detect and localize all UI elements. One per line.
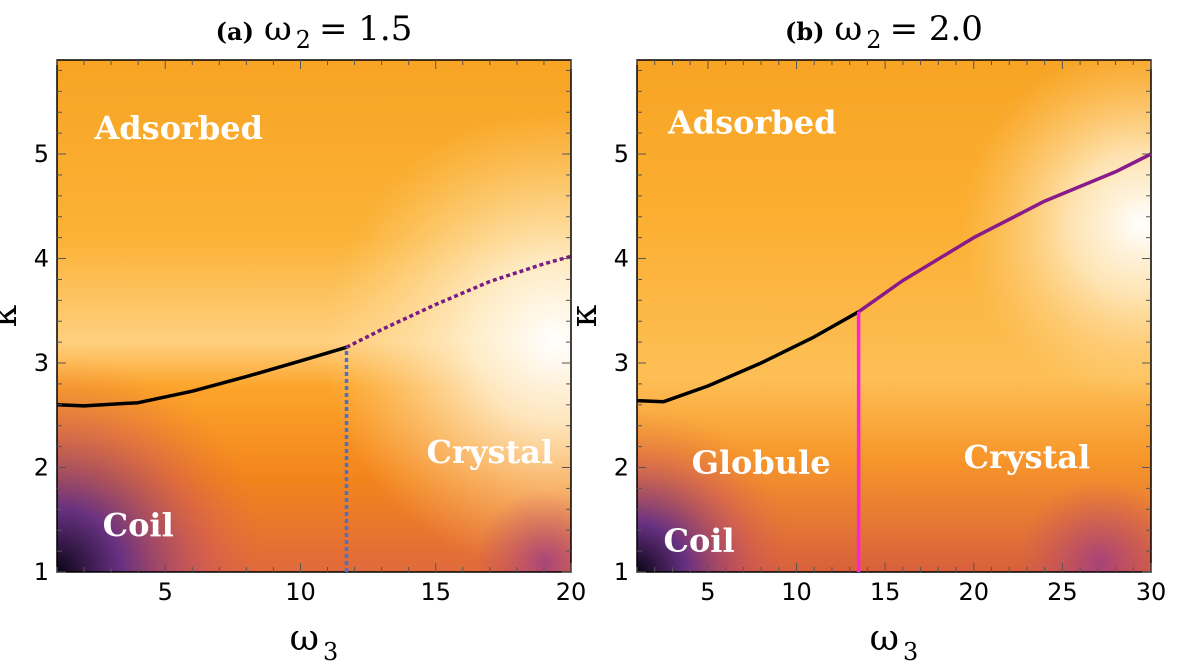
region-label-crystal: Crystal	[427, 433, 554, 471]
x-tick-label: 5	[158, 578, 173, 606]
y-tick-label: 4	[34, 245, 49, 273]
phase-boundary-line	[636, 310, 860, 404]
panel-a: 5 10 15 20 1 2 3 4 5 Adsorbed Coil Crystal (a) ω 2…	[0, 9, 586, 666]
y-tick-label: 1	[34, 558, 49, 586]
ylabel-b: κ	[564, 304, 605, 327]
plot-frame-b	[636, 59, 1152, 573]
x-tick-label: 15	[420, 578, 451, 606]
xlabel-a: ω 3	[290, 618, 339, 666]
region-label-coil: Coil	[663, 522, 734, 560]
phase-boundary-line	[56, 345, 347, 408]
phase-boundary-line	[345, 254, 572, 349]
x-tick-label: 10	[781, 578, 812, 606]
x-tick-label: 20	[958, 578, 989, 606]
region-label-adsorbed: Adsorbed	[667, 104, 837, 142]
x-tick-label: 15	[870, 578, 901, 606]
region-label-adsorbed: Adsorbed	[93, 109, 263, 147]
region-label-globule: Globule	[692, 443, 831, 481]
phase-lines-a	[56, 254, 572, 572]
x-tick-label: 5	[700, 578, 715, 606]
region-labels-a: Adsorbed Coil Crystal	[93, 109, 553, 544]
panel-label-b: (b)	[785, 17, 825, 46]
ticks-b: 5 10 15 20 25 30 1 2 3 4 5	[614, 60, 1167, 606]
x-tick-label: 10	[285, 578, 316, 606]
heatmap-b	[637, 60, 1151, 572]
region-label-crystal: Crystal	[964, 438, 1091, 476]
x-tick-label: 25	[1047, 578, 1078, 606]
y-tick-label: 2	[34, 454, 49, 482]
plot-frame-a	[56, 59, 572, 573]
x-tick-label: 30	[1136, 578, 1167, 606]
ylabel-a: κ	[0, 304, 25, 327]
panel-label-a: (a)	[216, 17, 254, 46]
y-tick-label: 3	[614, 349, 629, 377]
phase-boundary-line	[857, 152, 1152, 314]
ticks-a: 5 10 15 20 1 2 3 4 5	[34, 60, 587, 606]
y-tick-label: 3	[34, 349, 49, 377]
region-labels-b: Adsorbed Globule Crystal Coil	[663, 104, 1090, 560]
y-tick-label: 4	[614, 245, 629, 273]
xlabel-b: ω 3	[870, 618, 919, 666]
y-tick-label: 5	[614, 140, 629, 168]
x-tick-label: 20	[556, 578, 587, 606]
y-tick-label: 2	[614, 454, 629, 482]
y-tick-label: 1	[614, 558, 629, 586]
heatmap-a	[57, 60, 571, 572]
panel-b: 5 10 15 20 25 30 1 2 3 4 5 Adsorbed Globule Crystal C…	[564, 9, 1166, 666]
title-b: (b) ω 2 = 2.0	[785, 9, 983, 54]
phase-lines-b	[636, 152, 1152, 572]
title-a: (a) ω 2 = 1.5	[216, 9, 413, 54]
region-label-coil: Coil	[103, 506, 174, 544]
y-tick-label: 5	[34, 140, 49, 168]
